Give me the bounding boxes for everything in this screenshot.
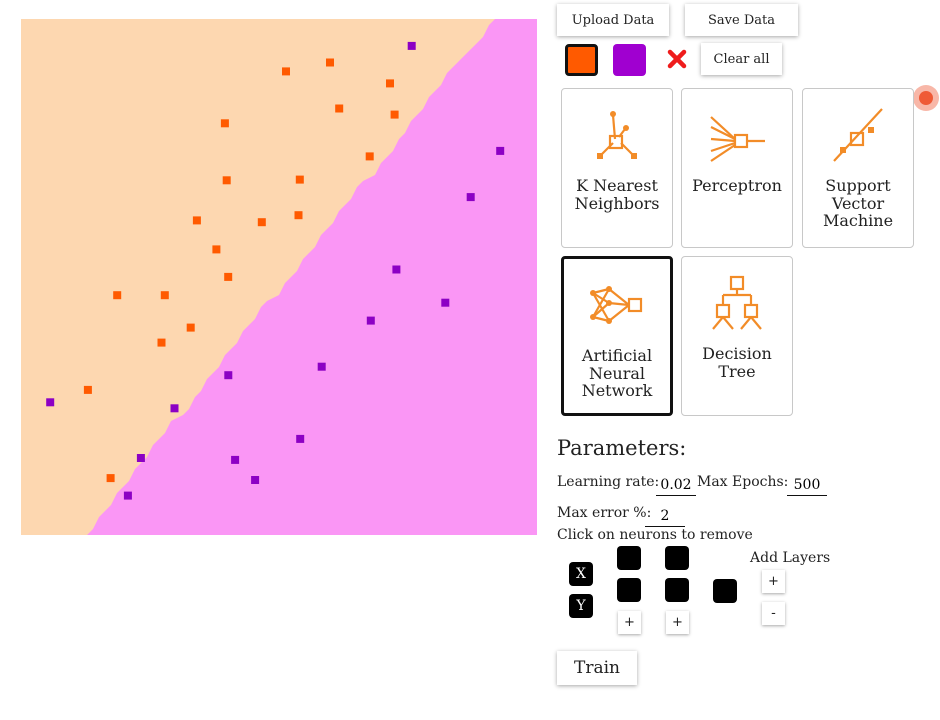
add-layer-button[interactable]: + <box>762 570 785 593</box>
add-neuron-button[interactable]: + <box>666 611 689 634</box>
data-point-orange[interactable] <box>282 67 290 76</box>
save-data-button[interactable]: Save Data <box>685 4 798 36</box>
learning-rate-label: Learning rate: <box>557 474 660 490</box>
algorithm-label: K Nearest Neighbors <box>574 176 660 213</box>
data-point-purple[interactable] <box>296 434 305 443</box>
classification-canvas[interactable] <box>21 19 537 535</box>
svm-icon <box>833 108 883 162</box>
data-point-purple[interactable] <box>46 398 55 407</box>
remove-layer-button[interactable]: - <box>762 602 785 625</box>
data-point-purple[interactable] <box>366 316 375 325</box>
data-point-orange[interactable] <box>294 211 303 220</box>
record-dot-icon <box>919 91 933 105</box>
algorithm-card-knn[interactable]: K Nearest Neighbors <box>561 88 673 248</box>
knn-icon <box>597 111 637 159</box>
data-point-orange[interactable] <box>192 216 201 225</box>
data-point-purple[interactable] <box>441 298 450 307</box>
max-epochs-label: Max Epochs: <box>697 474 789 490</box>
neurons-note: Click on neurons to remove <box>557 527 753 543</box>
data-point-purple[interactable] <box>317 362 326 371</box>
data-point-orange[interactable] <box>335 104 344 113</box>
upload-data-button[interactable]: Upload Data <box>557 4 669 36</box>
region-purple <box>84 19 537 535</box>
data-point-orange[interactable] <box>220 119 229 128</box>
algorithm-label: Artificial Neural Network <box>581 346 653 400</box>
record-button[interactable] <box>913 85 939 111</box>
data-point-purple[interactable] <box>251 476 260 484</box>
data-point-orange[interactable] <box>390 110 399 119</box>
algorithm-card-ann[interactable]: Artificial Neural Network <box>561 256 673 416</box>
data-point-purple[interactable] <box>407 41 416 50</box>
data-point-purple[interactable] <box>123 491 132 500</box>
data-point-orange[interactable] <box>212 245 221 254</box>
hidden-neuron[interactable] <box>665 578 689 602</box>
output-neuron[interactable] <box>713 579 737 603</box>
data-point-orange[interactable] <box>222 176 231 185</box>
data-point-orange[interactable] <box>295 175 304 184</box>
orange-class-swatch[interactable] <box>565 44 598 76</box>
train-button[interactable]: Train <box>557 651 637 685</box>
data-point-orange[interactable] <box>386 79 394 88</box>
decision-plot[interactable] <box>21 19 537 535</box>
data-point-orange[interactable] <box>83 385 92 394</box>
data-point-orange[interactable] <box>257 218 266 227</box>
max-epochs-input[interactable] <box>787 474 827 496</box>
hidden-neuron[interactable] <box>617 546 641 570</box>
max-error-input[interactable] <box>645 505 685 527</box>
data-point-purple[interactable] <box>496 146 505 155</box>
clear-all-button[interactable]: Clear all <box>701 43 782 75</box>
neural-network-icon <box>590 286 643 324</box>
hidden-neuron[interactable] <box>665 546 689 570</box>
data-point-orange[interactable] <box>365 152 374 161</box>
purple-class-swatch[interactable] <box>613 44 646 76</box>
max-error-label: Max error %: <box>557 505 652 521</box>
data-point-orange[interactable] <box>157 338 166 347</box>
algorithm-card-svm[interactable]: Support Vector Machine <box>802 88 914 248</box>
add-layers-label: Add Layers <box>750 550 831 566</box>
data-point-orange[interactable] <box>160 291 169 300</box>
decision-tree-icon <box>712 275 762 330</box>
data-point-orange[interactable] <box>326 58 334 67</box>
algorithm-card-decision-tree[interactable]: Decision Tree <box>681 256 793 416</box>
algorithm-label: Perceptron <box>692 176 782 195</box>
points-layer <box>46 41 505 500</box>
add-neuron-button[interactable]: + <box>618 611 641 634</box>
input-neuron-x[interactable]: X <box>569 562 593 586</box>
data-point-purple[interactable] <box>224 371 233 380</box>
algorithm-label: Support Vector Machine <box>822 176 894 230</box>
parameters-title: Parameters: <box>557 436 687 460</box>
hidden-neuron[interactable] <box>617 578 641 602</box>
algorithm-card-perceptron[interactable]: Perceptron <box>681 88 793 248</box>
data-point-orange[interactable] <box>106 474 115 483</box>
close-icon[interactable] <box>664 46 690 72</box>
input-neuron-y[interactable]: Y <box>569 594 593 618</box>
data-point-purple[interactable] <box>170 404 179 413</box>
data-point-purple[interactable] <box>392 265 401 274</box>
data-point-purple[interactable] <box>136 454 145 462</box>
learning-rate-input[interactable] <box>656 474 696 496</box>
data-point-purple[interactable] <box>231 455 240 464</box>
data-point-orange[interactable] <box>224 272 233 281</box>
algorithm-label: Decision Tree <box>702 344 772 381</box>
data-point-orange[interactable] <box>186 323 195 332</box>
data-point-orange[interactable] <box>113 291 122 300</box>
perceptron-icon <box>710 116 765 162</box>
data-point-purple[interactable] <box>466 193 475 202</box>
